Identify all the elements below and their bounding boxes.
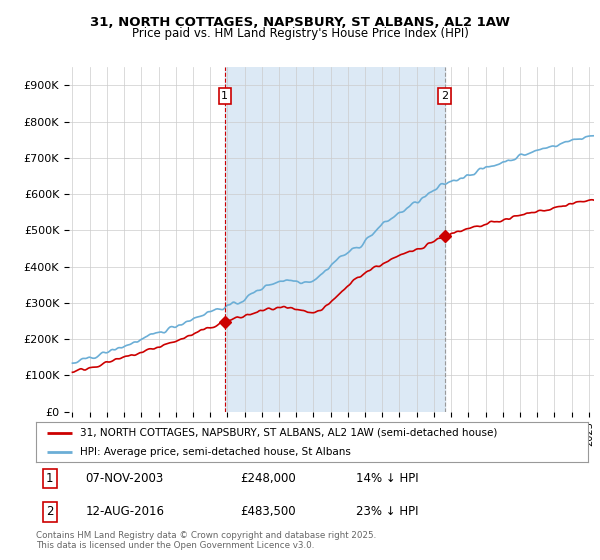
Text: 07-NOV-2003: 07-NOV-2003	[86, 472, 164, 485]
Text: 31, NORTH COTTAGES, NAPSBURY, ST ALBANS, AL2 1AW (semi-detached house): 31, NORTH COTTAGES, NAPSBURY, ST ALBANS,…	[80, 428, 497, 438]
Text: 1: 1	[46, 472, 53, 485]
Text: £483,500: £483,500	[240, 505, 296, 519]
Text: 23% ↓ HPI: 23% ↓ HPI	[356, 505, 419, 519]
Text: 14% ↓ HPI: 14% ↓ HPI	[356, 472, 419, 485]
Bar	[225, 67, 445, 412]
Text: 12-AUG-2016: 12-AUG-2016	[86, 505, 164, 519]
Text: £248,000: £248,000	[240, 472, 296, 485]
Text: 2: 2	[46, 505, 53, 519]
Text: HPI: Average price, semi-detached house, St Albans: HPI: Average price, semi-detached house,…	[80, 447, 351, 457]
Text: Contains HM Land Registry data © Crown copyright and database right 2025.
This d: Contains HM Land Registry data © Crown c…	[36, 531, 376, 550]
Text: 2: 2	[441, 91, 448, 101]
Text: 1: 1	[221, 91, 228, 101]
Text: 31, NORTH COTTAGES, NAPSBURY, ST ALBANS, AL2 1AW: 31, NORTH COTTAGES, NAPSBURY, ST ALBANS,…	[90, 16, 510, 29]
Text: Price paid vs. HM Land Registry's House Price Index (HPI): Price paid vs. HM Land Registry's House …	[131, 27, 469, 40]
